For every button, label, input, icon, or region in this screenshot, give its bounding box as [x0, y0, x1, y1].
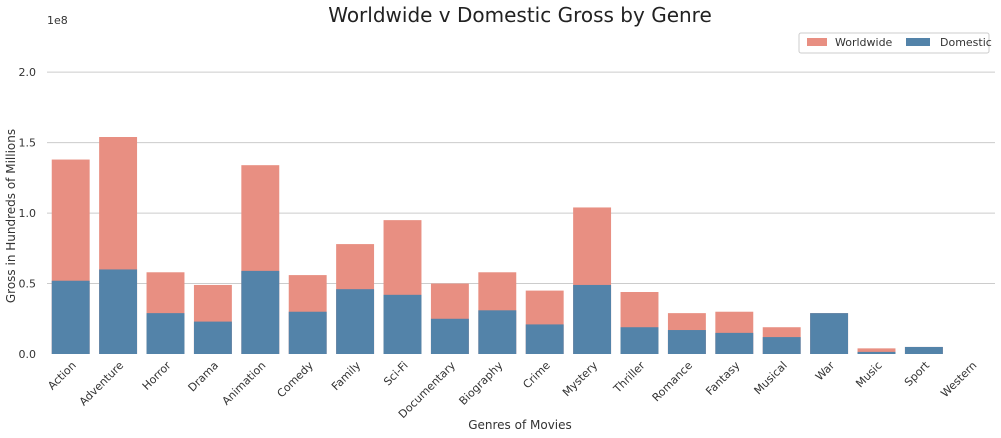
bars [51, 137, 943, 354]
bar-domestic-thriller [620, 327, 659, 354]
legend-frame [798, 32, 990, 54]
x-tick-label: Fantasy [703, 359, 742, 398]
y-axis-label: Gross in Hundreds of Millions [4, 129, 18, 303]
grid-lines [47, 71, 995, 285]
bar-domestic-action [51, 280, 90, 354]
bar-domestic-adventure [99, 269, 138, 354]
x-tick-label: Action [45, 359, 79, 393]
x-tick-label: Family [329, 359, 364, 394]
bar-domestic-documentary [430, 318, 469, 354]
y-tick-label: 1.5 [19, 137, 37, 150]
bar-domestic-drama [193, 321, 232, 354]
y-axis-offset-text: 1e8 [47, 14, 68, 27]
x-tick-label: Musical [752, 359, 790, 397]
x-tick-label: Horror [140, 359, 174, 393]
y-tick-labels: 0.0 0.5 1.0 1.5 2.0 [19, 66, 37, 361]
y-tick-label: 2.0 [19, 66, 37, 79]
x-tick-label: Animation [220, 359, 269, 408]
y-tick-label: 0.0 [19, 348, 37, 361]
x-tick-label: Mystery [560, 359, 601, 400]
bar-domestic-sport [904, 346, 943, 354]
x-tick-label: Western [938, 359, 979, 400]
x-tick-label: Drama [186, 359, 221, 394]
x-tick-label: Comedy [275, 359, 317, 401]
x-tick-label: Biography [457, 359, 506, 408]
x-tick-label: Crime [520, 359, 553, 392]
y-tick-label: 1.0 [19, 207, 37, 220]
bar-worldwide-music [857, 348, 896, 354]
bar-domestic-crime [525, 324, 564, 354]
bar-domestic-biography [478, 310, 517, 354]
chart-title: Worldwide v Domestic Gross by Genre [328, 3, 712, 27]
legend-label-worldwide: Worldwide [835, 36, 893, 49]
x-tick-label: Adventure [77, 359, 127, 409]
legend: Worldwide Domestic [798, 32, 992, 54]
bar-domestic-mystery [573, 284, 612, 354]
bar-domestic-musical [762, 337, 801, 354]
bar-domestic-family [336, 289, 375, 354]
legend-swatch-worldwide [807, 38, 827, 46]
x-tick-label: Sci-Fi [381, 359, 410, 388]
y-tick-label: 0.5 [19, 278, 37, 291]
bar-domestic-war [810, 313, 849, 354]
x-tick-label: Romance [650, 359, 696, 405]
x-tick-label: Music [853, 359, 884, 390]
bar-domestic-fantasy [715, 332, 754, 354]
bar-domestic-comedy [288, 311, 327, 354]
x-tick-label: War [813, 359, 838, 384]
bar-domestic-music [857, 351, 896, 354]
x-tick-label: Thriller [610, 359, 648, 397]
bar-domestic-sci-fi [383, 294, 422, 354]
legend-swatch-domestic [906, 38, 930, 46]
legend-label-domestic: Domestic [940, 36, 992, 49]
bar-domestic-romance [667, 330, 706, 354]
x-tick-label: Sport [902, 358, 933, 389]
x-axis-label: Genres of Movies [468, 418, 572, 432]
bar-domestic-animation [241, 270, 280, 354]
bar-domestic-horror [146, 313, 185, 354]
